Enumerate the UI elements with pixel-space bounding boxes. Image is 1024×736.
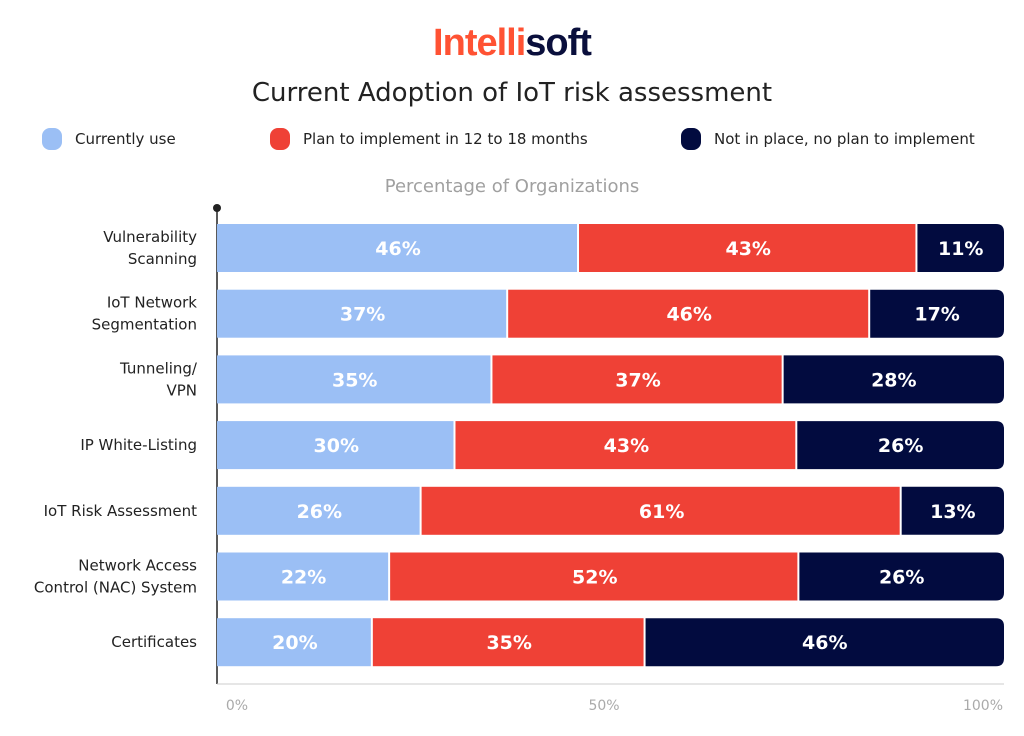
bar-segment [870,289,1004,338]
bar-segment [492,355,782,404]
data-label: 11% [938,238,983,260]
bar-segment [783,355,1004,404]
data-label: 43% [725,238,770,260]
legend-item-plan: Plan to implement in 12 to 18 months [270,128,588,150]
data-label: 43% [604,435,649,457]
category-label: IoT Risk Assessment [44,502,197,520]
data-label: 46% [802,632,847,654]
logo-part1: Intelli [433,22,526,64]
bar-segment [217,618,371,667]
data-label: 26% [878,435,923,457]
data-label: 26% [297,501,342,523]
bar-segment [455,421,796,470]
legend-label: Not in place, no plan to implement [714,130,975,148]
data-label: 35% [332,369,377,391]
category-label: Tunneling/ [119,359,198,377]
category-label: VPN [166,381,197,399]
data-label: 46% [375,238,420,260]
bar-segment [390,552,798,601]
category-label: Certificates [111,633,197,651]
data-label: 37% [340,304,385,326]
bar-segment [217,224,578,272]
category-label: IoT Network [107,294,197,312]
bar-segment [579,224,916,272]
category-label: Scanning [128,250,197,268]
legend-item-currently-use: Currently use [42,128,176,150]
category-label: IP White-Listing [80,436,197,454]
legend-swatch [270,128,290,150]
legend-label: Currently use [75,130,176,148]
data-label: 52% [572,567,617,589]
data-label: 26% [879,567,924,589]
legend-swatch [681,128,701,150]
bar-segment [917,224,1004,272]
logo-part2: soft [525,22,592,64]
category-label: Segmentation [92,316,197,334]
category-label: Network Access [78,557,197,575]
bar-segment [217,421,454,470]
bar-segment [797,421,1004,470]
data-label: 30% [314,435,359,457]
category-label: Vulnerability [103,228,197,246]
legend-label: Plan to implement in 12 to 18 months [303,130,588,148]
bar-segment [901,486,1004,535]
data-label: 22% [281,567,326,589]
data-label: 20% [272,632,317,654]
bar-segment [217,486,420,535]
data-label: 37% [615,369,660,391]
x-axis-title: Percentage of Organizations [384,176,640,197]
data-label: 35% [486,632,531,654]
legend-swatch [42,128,62,150]
legend-item-not-in-place: Not in place, no plan to implement [681,128,975,150]
legend: Currently use Plan to implement in 12 to… [0,128,1024,154]
bar-segment [372,618,644,667]
data-label: 61% [639,501,684,523]
bar-segment [421,486,900,535]
category-label: Control (NAC) System [34,579,197,597]
data-label: 17% [914,304,959,326]
bar-segment [217,289,507,338]
chart-title: Current Adoption of IoT risk assessment [251,78,773,108]
x-tick-label: 100% [963,698,1003,714]
x-tick-label: 50% [588,698,619,714]
bar-segment [508,289,869,338]
bar-segment [645,618,1004,667]
data-label: 13% [930,501,975,523]
data-label: 46% [666,304,711,326]
bar-segment [217,552,389,601]
data-label: 28% [871,369,916,391]
intellisoft-logo: Intellisoft [0,22,1024,65]
bar-segment [799,552,1004,601]
bar-segment [217,355,491,404]
y-axis-end-dot [213,204,221,212]
x-tick-label: 0% [226,698,248,714]
